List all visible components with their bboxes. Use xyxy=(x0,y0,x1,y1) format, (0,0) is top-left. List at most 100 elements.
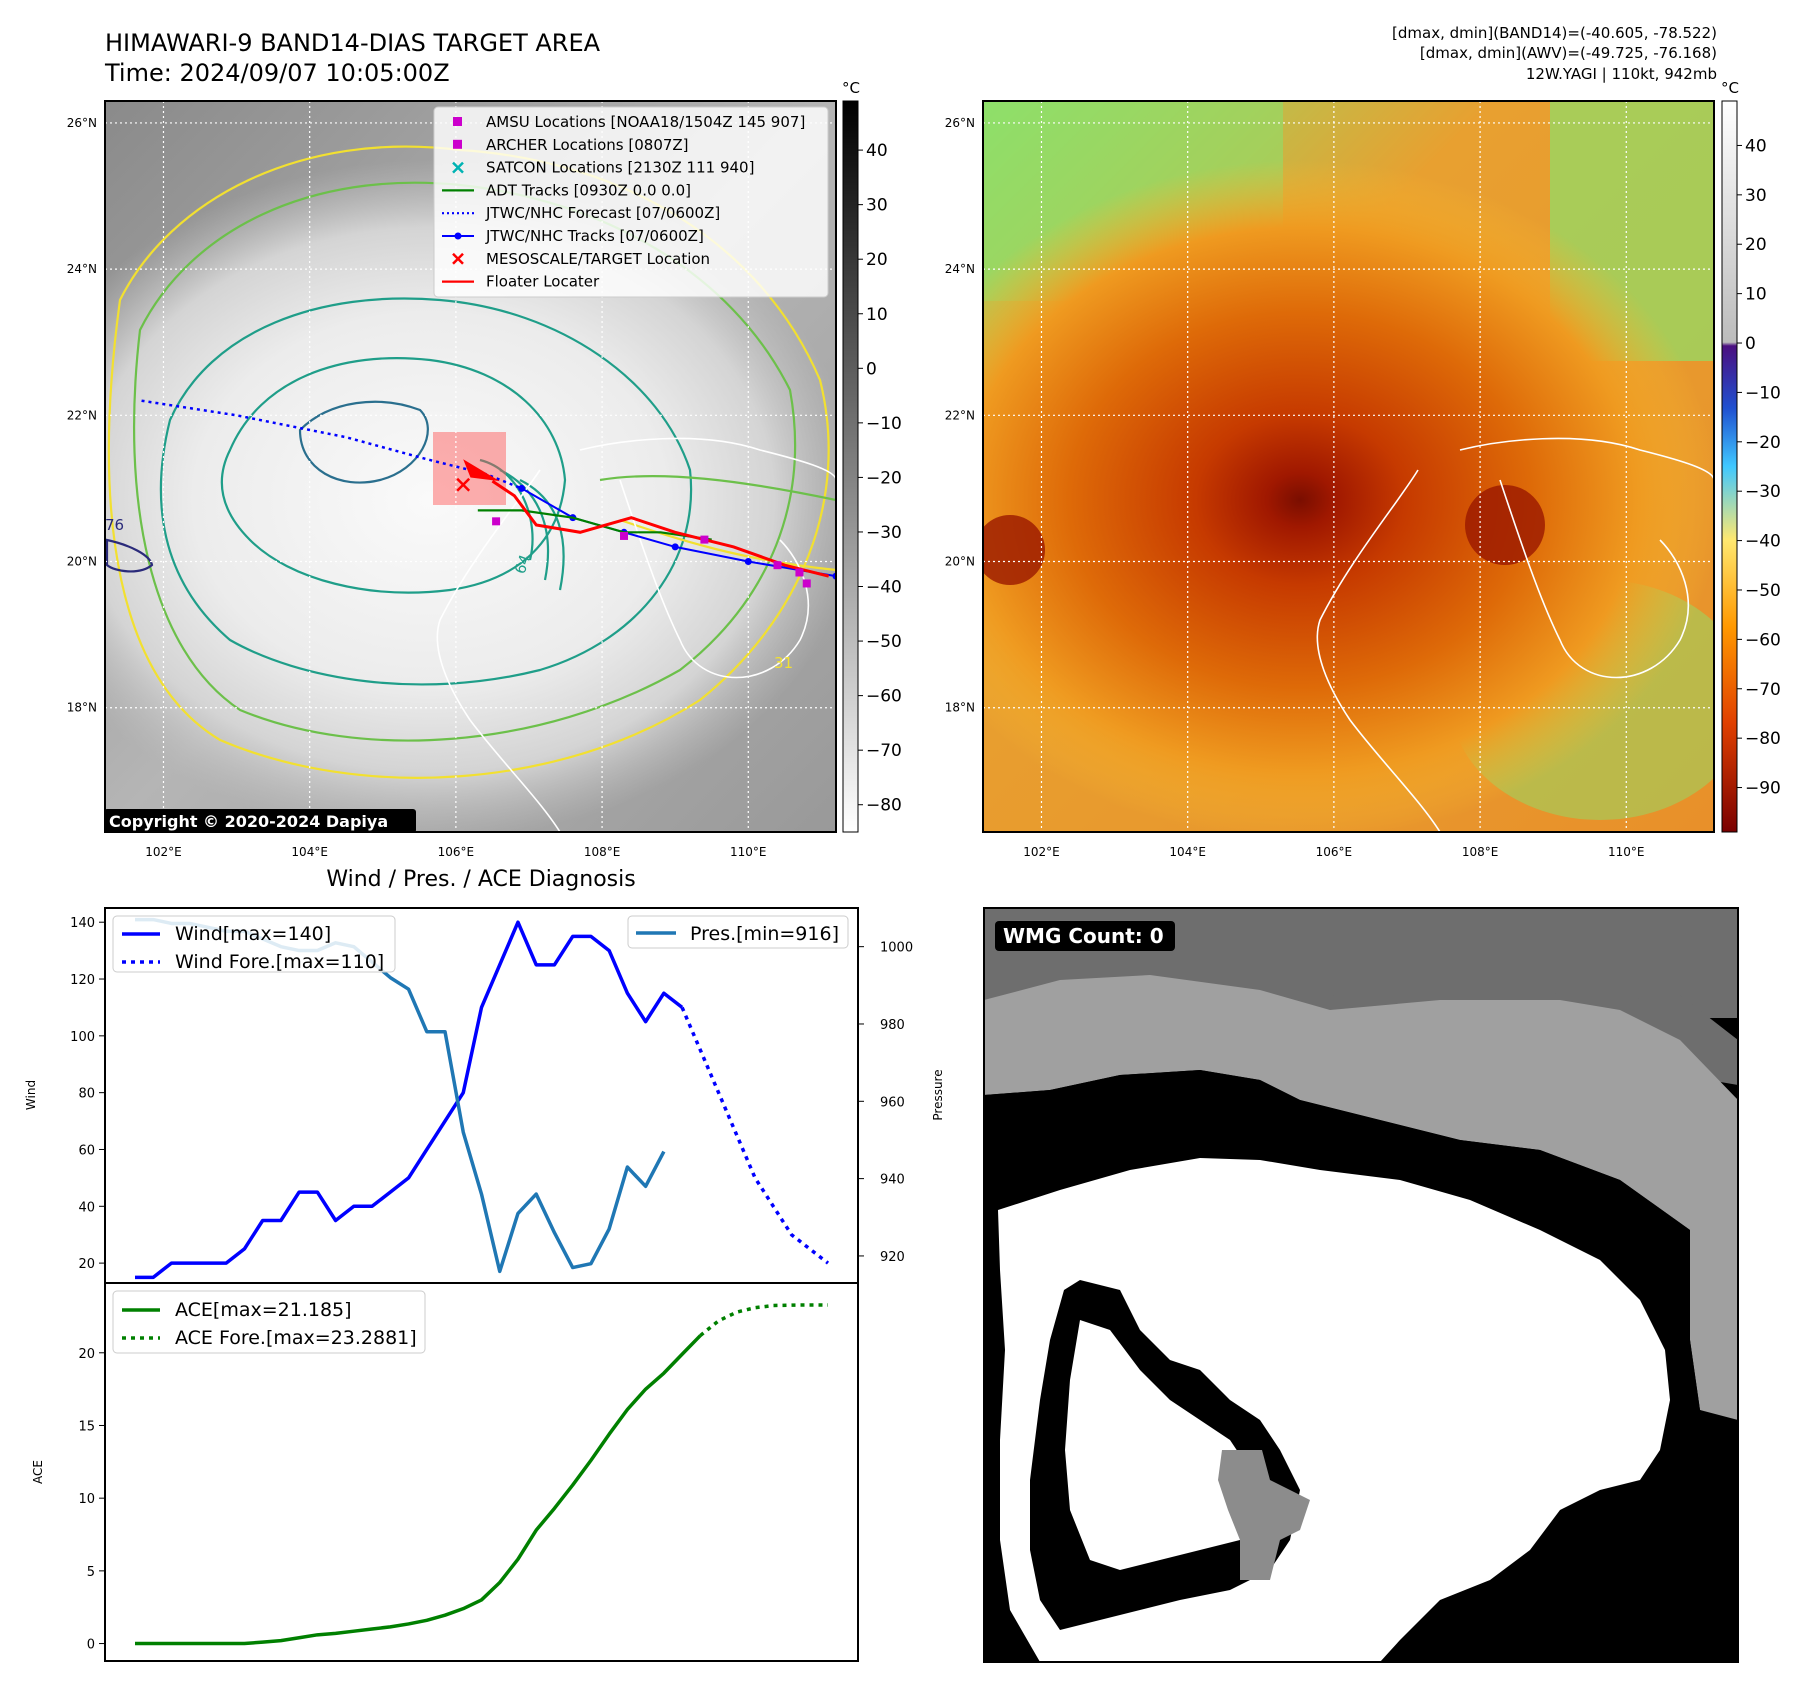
wmg-panel: WMG Count: 0 xyxy=(983,907,1739,1663)
ace-chart: 0 5 10 15 20 ACE ACE[max=21.185] ACE Fore.[m… xyxy=(31,1282,859,1662)
contour-label-76: 76 xyxy=(105,516,124,534)
legend-item-label: AMSU Locations [NOAA18/1504Z 145 907] xyxy=(486,113,805,131)
wind-fore-legend-label: Wind Fore.[max=110] xyxy=(175,951,384,973)
wv-axis-labels: 102°E 104°E 106°E 108°E 110°E 26°N 24°N 22°N 20°… xyxy=(945,116,1645,859)
lon-tick-label: 104°E xyxy=(1169,845,1206,859)
lon-tick-label: 110°E xyxy=(730,845,767,859)
legend-item-label: SATCON Locations [2130Z 111 940] xyxy=(486,159,754,177)
lon-tick-label: 110°E xyxy=(1608,845,1645,859)
colorbar-tick-label: −40 xyxy=(1745,532,1781,552)
lon-tick-label: 104°E xyxy=(291,845,328,859)
colorbar-tick-label: −70 xyxy=(1745,680,1781,700)
y2-tick-label: 940 xyxy=(880,1173,905,1188)
colorbar-tick-label: 10 xyxy=(1745,285,1767,305)
colorbar-tick-label: 20 xyxy=(866,250,888,270)
y2-tick-label: 980 xyxy=(880,1018,905,1033)
colorbar-tick-label: 0 xyxy=(1745,334,1756,354)
lat-tick-label: 24°N xyxy=(945,262,975,276)
legend-marker-x xyxy=(452,252,464,265)
ir-colorbar: °C 40 30 20 10 0 −10 −20 −30 −40 −50 −60 −70 −80 xyxy=(842,79,902,833)
wv-colorbar: °C 40 30 20 10 0 −10 −20 −30 −40 −50 −60 −70 −80 −90 xyxy=(1721,79,1781,833)
legend-item-label: Floater Locater xyxy=(486,273,600,291)
y-tick-label: 5 xyxy=(87,1565,95,1580)
lon-tick-label: 106°E xyxy=(438,845,475,859)
lat-tick-label: 26°N xyxy=(945,116,975,130)
dmax-band14: [dmax, dmin](BAND14)=(-40.605, -78.522) xyxy=(1392,24,1717,42)
diagnosis-title: Wind / Pres. / ACE Diagnosis xyxy=(326,867,635,892)
map-legend: AMSU Locations [NOAA18/1504Z 145 907] ARC… xyxy=(433,106,829,298)
y-tick-label: 10 xyxy=(78,1492,95,1507)
ace-fore-legend-label: ACE Fore.[max=23.2881] xyxy=(175,1327,417,1349)
ir-tracks xyxy=(141,399,836,588)
wind-legend: Wind[max=140] Wind Fore.[max=110] xyxy=(112,915,396,973)
wind-axis-label: Wind xyxy=(24,1080,38,1110)
legend-item-label: JTWC/NHC Forecast [07/0600Z] xyxy=(485,204,720,222)
legend-marker-x xyxy=(452,161,464,174)
dmax-awv: [dmax, dmin](AWV)=(-49.725, -76.168) xyxy=(1419,44,1717,62)
legend-item-label: JTWC/NHC Tracks [07/0600Z] xyxy=(485,227,704,245)
amsu-marker xyxy=(492,517,501,526)
amsu-marker xyxy=(802,579,811,588)
pressure-legend: Pres.[min=916] xyxy=(627,915,849,949)
colorbar-tick-label: −30 xyxy=(866,523,902,543)
lat-tick-label: 24°N xyxy=(67,262,97,276)
ir-contours xyxy=(105,145,836,779)
ace-legend: ACE[max=21.185] ACE Fore.[max=23.2881] xyxy=(112,1290,426,1354)
ace-axis-label: ACE xyxy=(31,1460,45,1484)
lat-tick-label: 22°N xyxy=(945,408,975,422)
colorbar-tick-label: −20 xyxy=(1745,433,1781,453)
best-track-point xyxy=(744,558,752,566)
colorbar-tick-label: −10 xyxy=(866,414,902,434)
colorbar-tick-label: −40 xyxy=(866,578,902,598)
y-tick-label: 60 xyxy=(78,1143,95,1158)
y-tick-label: 140 xyxy=(70,916,95,931)
series-wind-line xyxy=(135,920,684,1280)
series-ace-line xyxy=(135,1334,702,1646)
y2-tick-label: 960 xyxy=(880,1095,905,1110)
lat-tick-label: 20°N xyxy=(945,555,975,569)
lat-tick-label: 20°N xyxy=(67,555,97,569)
ir-map-panel: 76 64 31 Copyright © 2020-2024 Dapiya AM… xyxy=(104,100,837,833)
lon-tick-label: 106°E xyxy=(1316,845,1353,859)
amsu-marker xyxy=(795,568,804,577)
best-track-point xyxy=(671,543,679,551)
lat-tick-label: 18°N xyxy=(67,701,97,715)
legend-marker-dot xyxy=(454,232,462,240)
colorbar-tick-label: −60 xyxy=(1745,630,1781,650)
colorbar-tick-label: 30 xyxy=(866,196,888,216)
colorbar-tick-label: −30 xyxy=(1745,482,1781,502)
y-tick-label: 120 xyxy=(70,973,95,988)
best-track xyxy=(521,487,836,578)
pressure-axis-label: Pressure xyxy=(931,1069,945,1120)
lon-tick-label: 108°E xyxy=(1462,845,1499,859)
lon-tick-label: 102°E xyxy=(145,845,182,859)
wv-gridlines xyxy=(983,101,1714,832)
colorbar-tick-label: −90 xyxy=(1745,779,1781,799)
colorbar-tick-label: 20 xyxy=(1745,235,1767,255)
main-title: HIMAWARI-9 BAND14-DIAS TARGET AREA xyxy=(105,29,601,57)
wmg-count-label: WMG Count: 0 xyxy=(1003,924,1164,948)
floater-arrow xyxy=(463,459,500,482)
amsu-marker xyxy=(620,531,629,540)
colorbar-tick-label: −50 xyxy=(1745,581,1781,601)
y-tick-label: 40 xyxy=(78,1200,95,1215)
y-tick-label: 20 xyxy=(78,1347,95,1362)
y2-tick-label: 1000 xyxy=(880,941,913,956)
y2-tick-label: 920 xyxy=(880,1250,905,1265)
storm-info: 12W.YAGI | 110kt, 942mb xyxy=(1525,65,1717,83)
amsu-marker xyxy=(700,535,709,544)
colorbar-tick-label: −70 xyxy=(866,741,902,761)
wv-colorbar-unit: °C xyxy=(1721,79,1739,97)
lat-tick-label: 26°N xyxy=(67,116,97,130)
colorbar-tick-label: 40 xyxy=(866,141,888,161)
lon-tick-label: 108°E xyxy=(584,845,621,859)
legend-item-label: ADT Tracks [0930Z 0.0 0.0] xyxy=(486,181,691,199)
wind-legend-label: Wind[max=140] xyxy=(175,923,331,945)
y-tick-label: 0 xyxy=(87,1638,95,1653)
amsu-marker xyxy=(773,561,782,570)
ir-axis-labels: 102°E 104°E 106°E 108°E 110°E 26°N 24°N 22°N 20°… xyxy=(67,116,767,859)
colorbar-tick-label: −80 xyxy=(866,796,902,816)
wv-map-panel xyxy=(982,100,1715,833)
colorbar-tick-label: −80 xyxy=(1745,729,1781,749)
